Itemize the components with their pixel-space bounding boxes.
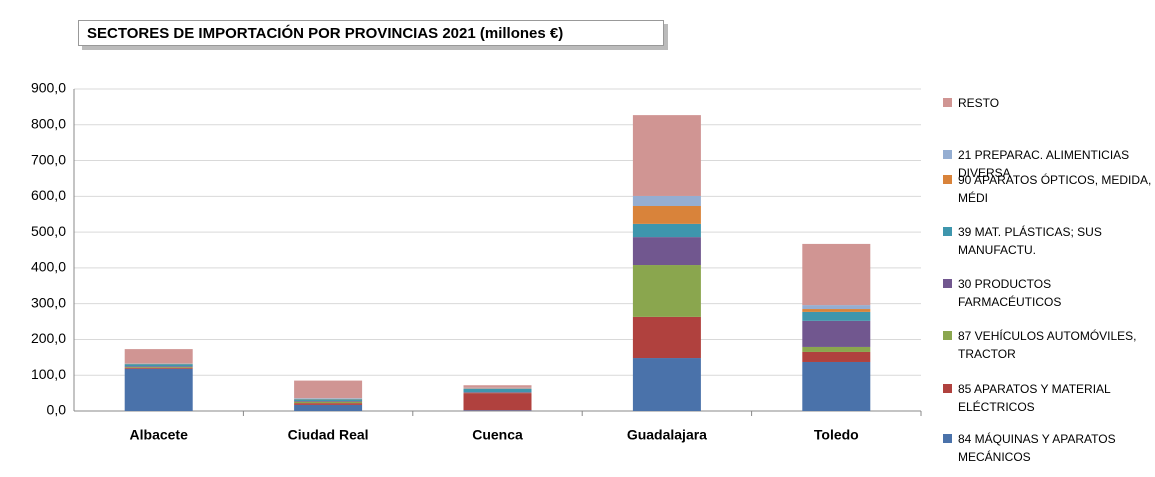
bar-segment [632,205,701,224]
bar-segment [124,368,193,411]
legend-item: 84 MÁQUINAS Y APARATOS MECÁNICOS [943,430,1153,466]
legend-item: RESTO [943,94,1153,112]
legend-swatch [943,150,952,159]
bar-segment [294,399,363,401]
legend-label: RESTO [958,96,1000,110]
legend-swatch [943,227,952,236]
legend-swatch [943,384,952,393]
y-tick-label: 600,0 [31,187,66,203]
legend-swatch [943,279,952,288]
bar-segment [294,380,363,399]
legend-swatch [943,434,952,443]
bar-segment [632,316,701,359]
legend-item: 30 PRODUCTOS FARMACÉUTICOS [943,275,1153,311]
bar-segment [632,358,701,411]
y-tick-label: 700,0 [31,151,66,167]
y-tick-label: 800,0 [31,115,66,131]
bar-segment [802,361,871,411]
x-tick-label: Guadalajara [627,427,707,443]
x-tick-label: Toledo [814,427,859,443]
legend-label: 90 APARATOS ÓPTICOS, MEDIDA, MÉDI [958,173,1152,205]
legend-label: 39 MAT. PLÁSTICAS; SUS MANUFACTU. [958,225,1102,257]
bar-segment [632,195,701,206]
y-tick-label: 300,0 [31,294,66,310]
bar-segment [294,400,363,402]
bar-segment [463,393,532,411]
x-tick-label: Cuenca [472,427,523,443]
bar-segment [124,367,193,369]
bar-segment [124,349,193,364]
y-tick-label: 200,0 [31,330,66,346]
bar-segment [632,237,701,266]
bar-segment [463,410,532,411]
bar-segment [294,398,363,399]
legend-label: 30 PRODUCTOS FARMACÉUTICOS [958,277,1062,309]
bar-segment [802,311,871,321]
bar-segment [124,366,193,368]
bar-segment [632,115,701,196]
bar-segment [632,265,701,317]
bar-segment [463,387,532,389]
bar-segment [802,351,871,362]
bar-segment [802,346,871,352]
y-tick-label: 100,0 [31,366,66,382]
bar-segment [294,401,363,404]
chart-title: SECTORES DE IMPORTACIÓN POR PROVINCIAS 2… [78,20,664,46]
bar-segment [802,320,871,347]
y-tick-label: 400,0 [31,259,66,275]
legend-label: 85 APARATOS Y MATERIAL ELÉCTRICOS [958,382,1111,414]
legend-swatch [943,331,952,340]
x-tick-label: Ciudad Real [288,427,369,443]
legend-swatch [943,175,952,184]
bar-segment [463,392,532,393]
x-tick-label: Albacete [130,427,189,443]
bar-segment [294,404,363,411]
legend-label: 87 VEHÍCULOS AUTOMÓVILES, TRACTOR [958,329,1137,361]
bar-segment [463,385,532,388]
bar-segment [124,364,193,367]
legend-item: 39 MAT. PLÁSTICAS; SUS MANUFACTU. [943,223,1153,259]
y-tick-label: 900,0 [31,80,66,96]
y-tick-label: 0,0 [47,402,67,418]
bar-segment [124,366,193,367]
bar-segment [802,305,871,310]
bar-segment [802,309,871,312]
bar-segment [294,403,363,405]
legend-label: 21 PREPARAC. ALIMENTICIAS DIVERSA [958,148,1130,180]
legend-item: 21 PREPARAC. ALIMENTICIAS DIVERSA [943,146,1153,182]
legend-label: 84 MÁQUINAS Y APARATOS MECÁNICOS [958,432,1116,464]
bar-segment [463,388,532,393]
y-tick-label: 500,0 [31,223,66,239]
legend-item: 85 APARATOS Y MATERIAL ELÉCTRICOS [943,380,1153,416]
bar-segment [632,223,701,238]
legend-item: 90 APARATOS ÓPTICOS, MEDIDA, MÉDI [943,171,1153,207]
bar-segment [802,243,871,306]
legend-swatch [943,98,952,107]
legend-item: 87 VEHÍCULOS AUTOMÓVILES, TRACTOR [943,327,1153,363]
